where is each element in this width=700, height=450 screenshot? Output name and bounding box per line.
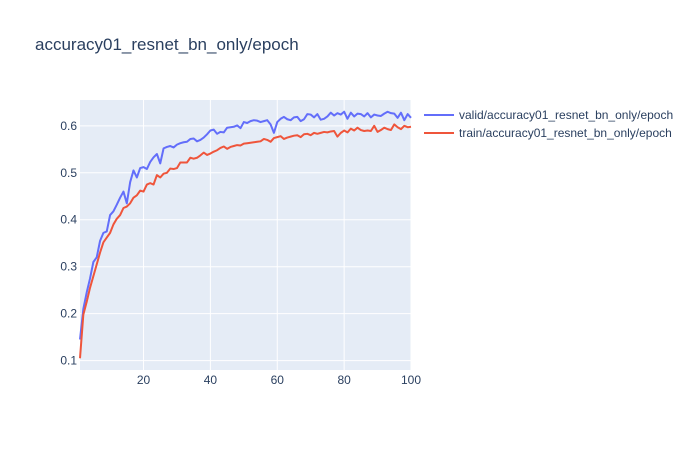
legend-label: valid/accuracy01_resnet_bn_only/epoch [459, 108, 673, 122]
chart-title: accuracy01_resnet_bn_only/epoch [35, 35, 299, 54]
x-tick-label: 60 [271, 373, 285, 387]
x-tick-label: 80 [337, 373, 351, 387]
series-lines [79, 110, 412, 359]
y-tick-label: 0.1 [60, 354, 77, 368]
legend-label: train/accuracy01_resnet_bn_only/epoch [459, 126, 672, 140]
x-tick-label: 40 [204, 373, 218, 387]
y-tick-label: 0.5 [60, 166, 77, 180]
y-tick-label: 0.2 [60, 307, 77, 321]
plot-area [80, 100, 411, 370]
y-tick-label: 0.4 [60, 213, 77, 227]
series-line-1 [79, 110, 412, 340]
grid-lines [80, 100, 412, 370]
series-line-2 [79, 123, 412, 359]
y-tick-label: 0.3 [60, 260, 77, 274]
x-tick-label: 100 [401, 373, 421, 387]
y-tick-label: 0.6 [60, 119, 77, 133]
legend-item-2[interactable]: train/accuracy01_resnet_bn_only/epoch [424, 126, 672, 140]
legend-item-1[interactable]: valid/accuracy01_resnet_bn_only/epoch [424, 108, 673, 122]
x-tick-label: 20 [137, 373, 151, 387]
legend[interactable]: valid/accuracy01_resnet_bn_only/epochtra… [424, 108, 673, 140]
axis-ticks: 20 40 60 80 100 0.1 0.2 0.3 0.4 0.5 0.6 [60, 119, 421, 387]
